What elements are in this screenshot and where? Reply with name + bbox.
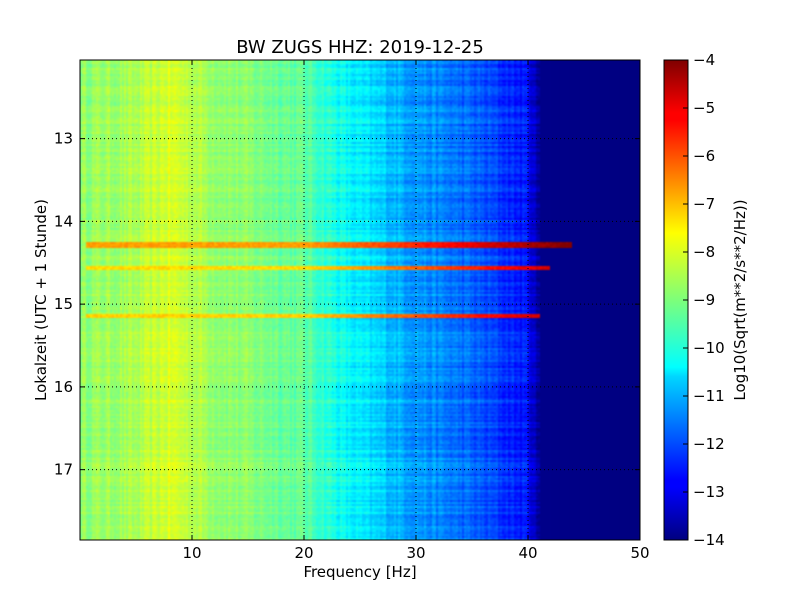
colorbar-tick-label: −12 (693, 435, 725, 453)
colorbar-tick-label: −4 (693, 51, 715, 69)
x-tick-label: 50 (630, 544, 649, 562)
x-axis-label: Frequency [Hz] (303, 563, 416, 581)
y-tick-label: 16 (54, 378, 73, 396)
colorbar-tick-label: −8 (693, 243, 715, 261)
y-tick-label: 17 (54, 461, 73, 479)
colorbar-tick-label: −13 (693, 483, 725, 501)
colorbar-ticks: −4 −5 −6 −7 −8 −9 −10 −11 −12 −13 −14 (683, 51, 725, 549)
colorbar-tick-label: −11 (693, 387, 725, 405)
x-axis: 10 20 30 40 50 (182, 60, 650, 562)
colorbar-tick-label: −14 (693, 531, 725, 549)
y-axis-label: Lokalzeit (UTC + 1 Stunde) (32, 199, 50, 401)
x-tick-label: 30 (406, 544, 425, 562)
colorbar-label: Log10(Sqrt(m**2/s**2/Hz)) (731, 199, 749, 400)
heatmap-image (80, 60, 640, 540)
grid-lines (80, 60, 640, 540)
plot-frame (79, 59, 641, 541)
colorbar-tick-label: −6 (693, 147, 715, 165)
chart-title: BW ZUGS HHZ: 2019-12-25 (236, 37, 484, 58)
colorbar: −4 −5 −6 −7 −8 −9 −10 −11 −12 −13 −14 (663, 51, 725, 549)
colorbar-tick-label: −10 (693, 339, 725, 357)
y-tick-label: 15 (54, 295, 73, 313)
colorbar-tick-label: −5 (693, 99, 715, 117)
spectrogram-heatmap (80, 60, 640, 540)
x-tick-label: 20 (294, 544, 313, 562)
colorbar-tick-label: −7 (693, 195, 715, 213)
x-tick-label: 40 (518, 544, 537, 562)
y-axis: 13 14 15 16 17 (54, 130, 640, 479)
colorbar-tick-label: −9 (693, 291, 715, 309)
x-tick-label: 10 (182, 544, 201, 562)
y-tick-label: 13 (54, 130, 73, 148)
y-tick-label: 14 (54, 212, 73, 230)
